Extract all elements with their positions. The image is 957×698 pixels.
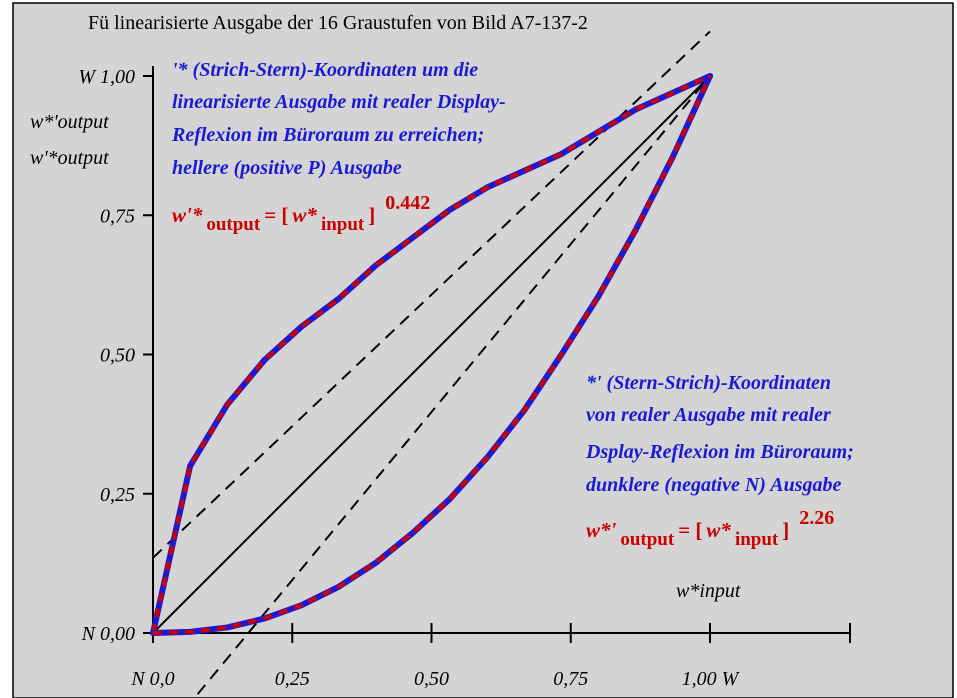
- lower-note-line-3: Dsplay-Reflexion im Büroraum;: [585, 441, 854, 463]
- series-1-line-red-dashed: [151, 74, 711, 634]
- series-2-point-11: [560, 353, 563, 356]
- x-tick-label-4: 1,00 W: [682, 668, 741, 690]
- lower-formula-lhs: w*': [586, 518, 617, 542]
- upper-note-line-2: linearisierte Ausgabe mit realer Display…: [172, 91, 506, 113]
- lower-annotation: *' (Stern-Strich)-Koordinaten von realer…: [585, 372, 854, 550]
- upper-formula-lhs: w'*: [172, 203, 203, 227]
- lower-note-line-4: dunklere (negative N) Ausgabe: [586, 474, 841, 496]
- series-2-point-9: [486, 456, 489, 459]
- lower-formula-var-sub: input: [735, 529, 779, 550]
- plot-area: N 0,0 0,25 0,50 0,75 1,00 W N 0,00 0,25 0,50 0,7…: [78, 30, 851, 695]
- lower-formula-var: w*: [706, 518, 731, 542]
- upper-formula-var-sub: input: [321, 214, 365, 235]
- series-1-point-10: [523, 169, 526, 172]
- series-1-point-4: [300, 325, 303, 328]
- series-1-point-3: [263, 359, 266, 361]
- reference-line-3: [196, 75, 711, 695]
- y-axis-label-line-1: w*'output: [30, 111, 109, 133]
- series-2-line-red-dashed: [152, 75, 712, 635]
- series-1-point-2: [226, 403, 229, 406]
- series-2-point-3: [263, 617, 266, 620]
- upper-formula-close: ]: [368, 203, 375, 227]
- series-2-point-0: [152, 632, 154, 634]
- series-1-point-14: [672, 91, 674, 94]
- series-2-point-2: [226, 626, 229, 629]
- x-tick-label-2: 0,50: [414, 668, 449, 690]
- upper-formula-var: w*: [292, 203, 317, 227]
- series-1-point-11: [560, 153, 563, 155]
- lower-note-line-2: von realer Ausgabe mit realer: [586, 404, 831, 426]
- lower-formula-close: ]: [782, 518, 789, 542]
- series-2-point-8: [449, 497, 451, 500]
- x-axis-label: w*input: [676, 580, 741, 602]
- series-2-point-10: [523, 409, 526, 412]
- reference-line-1: [152, 75, 711, 634]
- y-tick-label-2: 0,50: [100, 345, 135, 367]
- upper-formula-lhs-sub: output: [206, 214, 261, 235]
- series-2-point-13: [634, 228, 637, 231]
- upper-note-line-1: '* (Strich-Stern)-Koordinaten um die: [172, 59, 478, 81]
- series-2-point-1: [189, 631, 191, 633]
- upper-formula: w'* output = [ w* input ] 0.442: [172, 192, 430, 235]
- series-1-point-5: [337, 298, 340, 300]
- upper-formula-exponent: 0.442: [385, 192, 430, 214]
- x-tick-label-3: 0,75: [553, 668, 588, 690]
- series-1-point-6: [375, 264, 377, 267]
- y-tick-label-3: 0,75: [100, 205, 135, 227]
- series-1-point-7: [412, 236, 414, 239]
- series-2-point-14: [672, 155, 674, 158]
- upper-note-line-3: Reflexion im Büroraum zu erreichen;: [171, 124, 484, 146]
- lower-formula-exponent: 2.26: [799, 507, 834, 529]
- y-tick-label-0: N 0,00: [81, 623, 135, 645]
- series-2-point-12: [597, 295, 600, 297]
- x-tick-label-0: N 0,0: [130, 668, 174, 690]
- series-1-point-1: [189, 465, 191, 467]
- series-2-point-4: [300, 604, 303, 606]
- y-tick-label-1: 0,25: [100, 484, 135, 506]
- lower-formula-lhs-sub: output: [620, 529, 675, 550]
- lower-formula: w*' output = [ w* input ] 2.26: [586, 507, 834, 550]
- series-1-point-9: [486, 186, 489, 189]
- lower-formula-eq: = [: [678, 518, 702, 542]
- y-tick-label-4: W 1,00: [78, 66, 135, 88]
- x-tick-label-1: 0,25: [275, 668, 310, 690]
- series-2-point-5: [337, 585, 340, 588]
- reference-line-2: [152, 30, 711, 559]
- series-2-point-6: [375, 562, 377, 564]
- series-1-point-12: [597, 130, 600, 133]
- series-1-point-8: [449, 208, 451, 211]
- chart-title: Fü linearisierte Ausgabe der 16 Graustuf…: [88, 12, 588, 34]
- series-1-point-13: [634, 108, 637, 111]
- upper-annotation: '* (Strich-Stern)-Koordinaten um die lin…: [171, 59, 506, 235]
- upper-note-line-4: hellere (positive P) Ausgabe: [172, 157, 402, 179]
- upper-formula-eq: = [: [264, 203, 288, 227]
- y-axis-label-line-2: w'*output: [30, 147, 109, 169]
- series-2-point-15: [709, 75, 711, 77]
- lower-note-line-1: *' (Stern-Strich)-Koordinaten: [586, 372, 831, 394]
- series-2-point-7: [412, 531, 414, 534]
